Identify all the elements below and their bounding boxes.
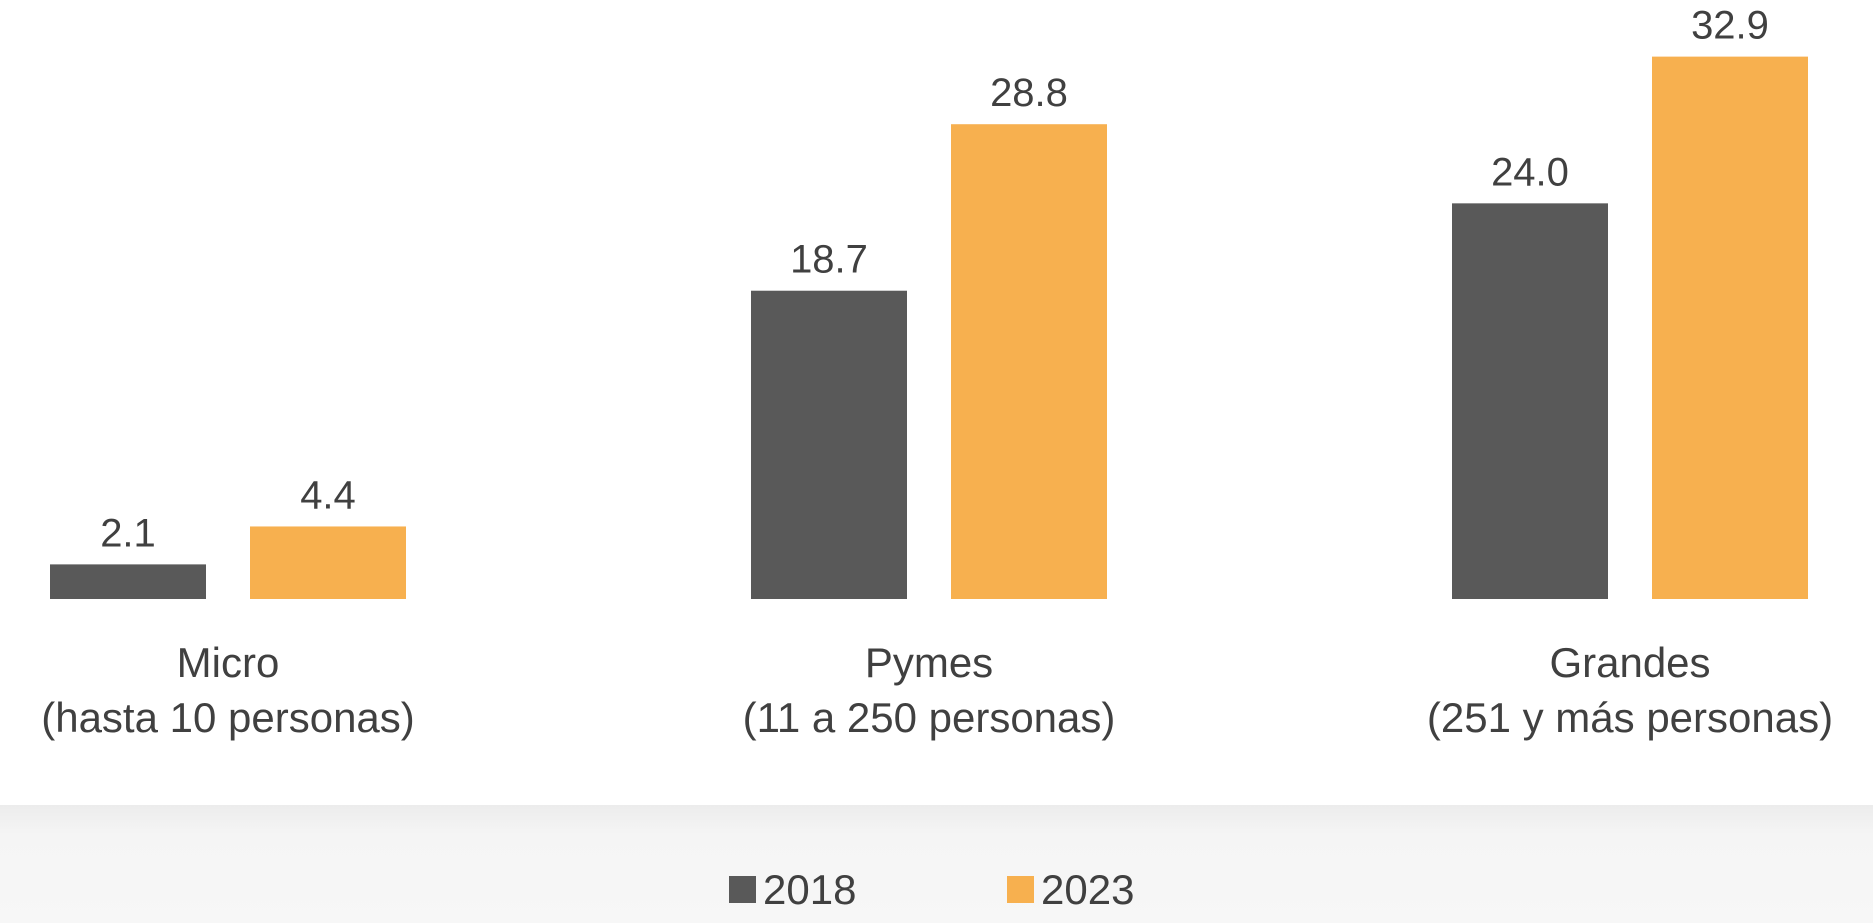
value-label: 24.0 [1491, 150, 1569, 194]
value-label: 28.8 [990, 71, 1068, 115]
legend-swatch [1007, 876, 1034, 903]
legend-band [0, 805, 1873, 923]
bar [1652, 56, 1808, 600]
x-tick-label: Pymes [865, 639, 993, 686]
x-tick-label: Micro [177, 639, 280, 686]
bar [1452, 203, 1608, 600]
value-label: 32.9 [1691, 4, 1769, 48]
legend-label: 2023 [1041, 866, 1134, 913]
legend-label: 2018 [763, 866, 856, 913]
bar [250, 526, 406, 599]
x-tick-label: (251 y más personas) [1427, 694, 1833, 741]
value-label: 2.1 [100, 511, 156, 555]
bar [751, 290, 907, 599]
legend-swatch [729, 876, 756, 903]
x-tick-label: Grandes [1549, 639, 1710, 686]
x-tick-label: (hasta 10 personas) [41, 694, 415, 741]
x-tick-label: (11 a 250 personas) [743, 694, 1116, 741]
value-label: 4.4 [300, 473, 356, 517]
value-label: 18.7 [790, 238, 868, 282]
bar [951, 124, 1107, 599]
bar [50, 564, 206, 599]
